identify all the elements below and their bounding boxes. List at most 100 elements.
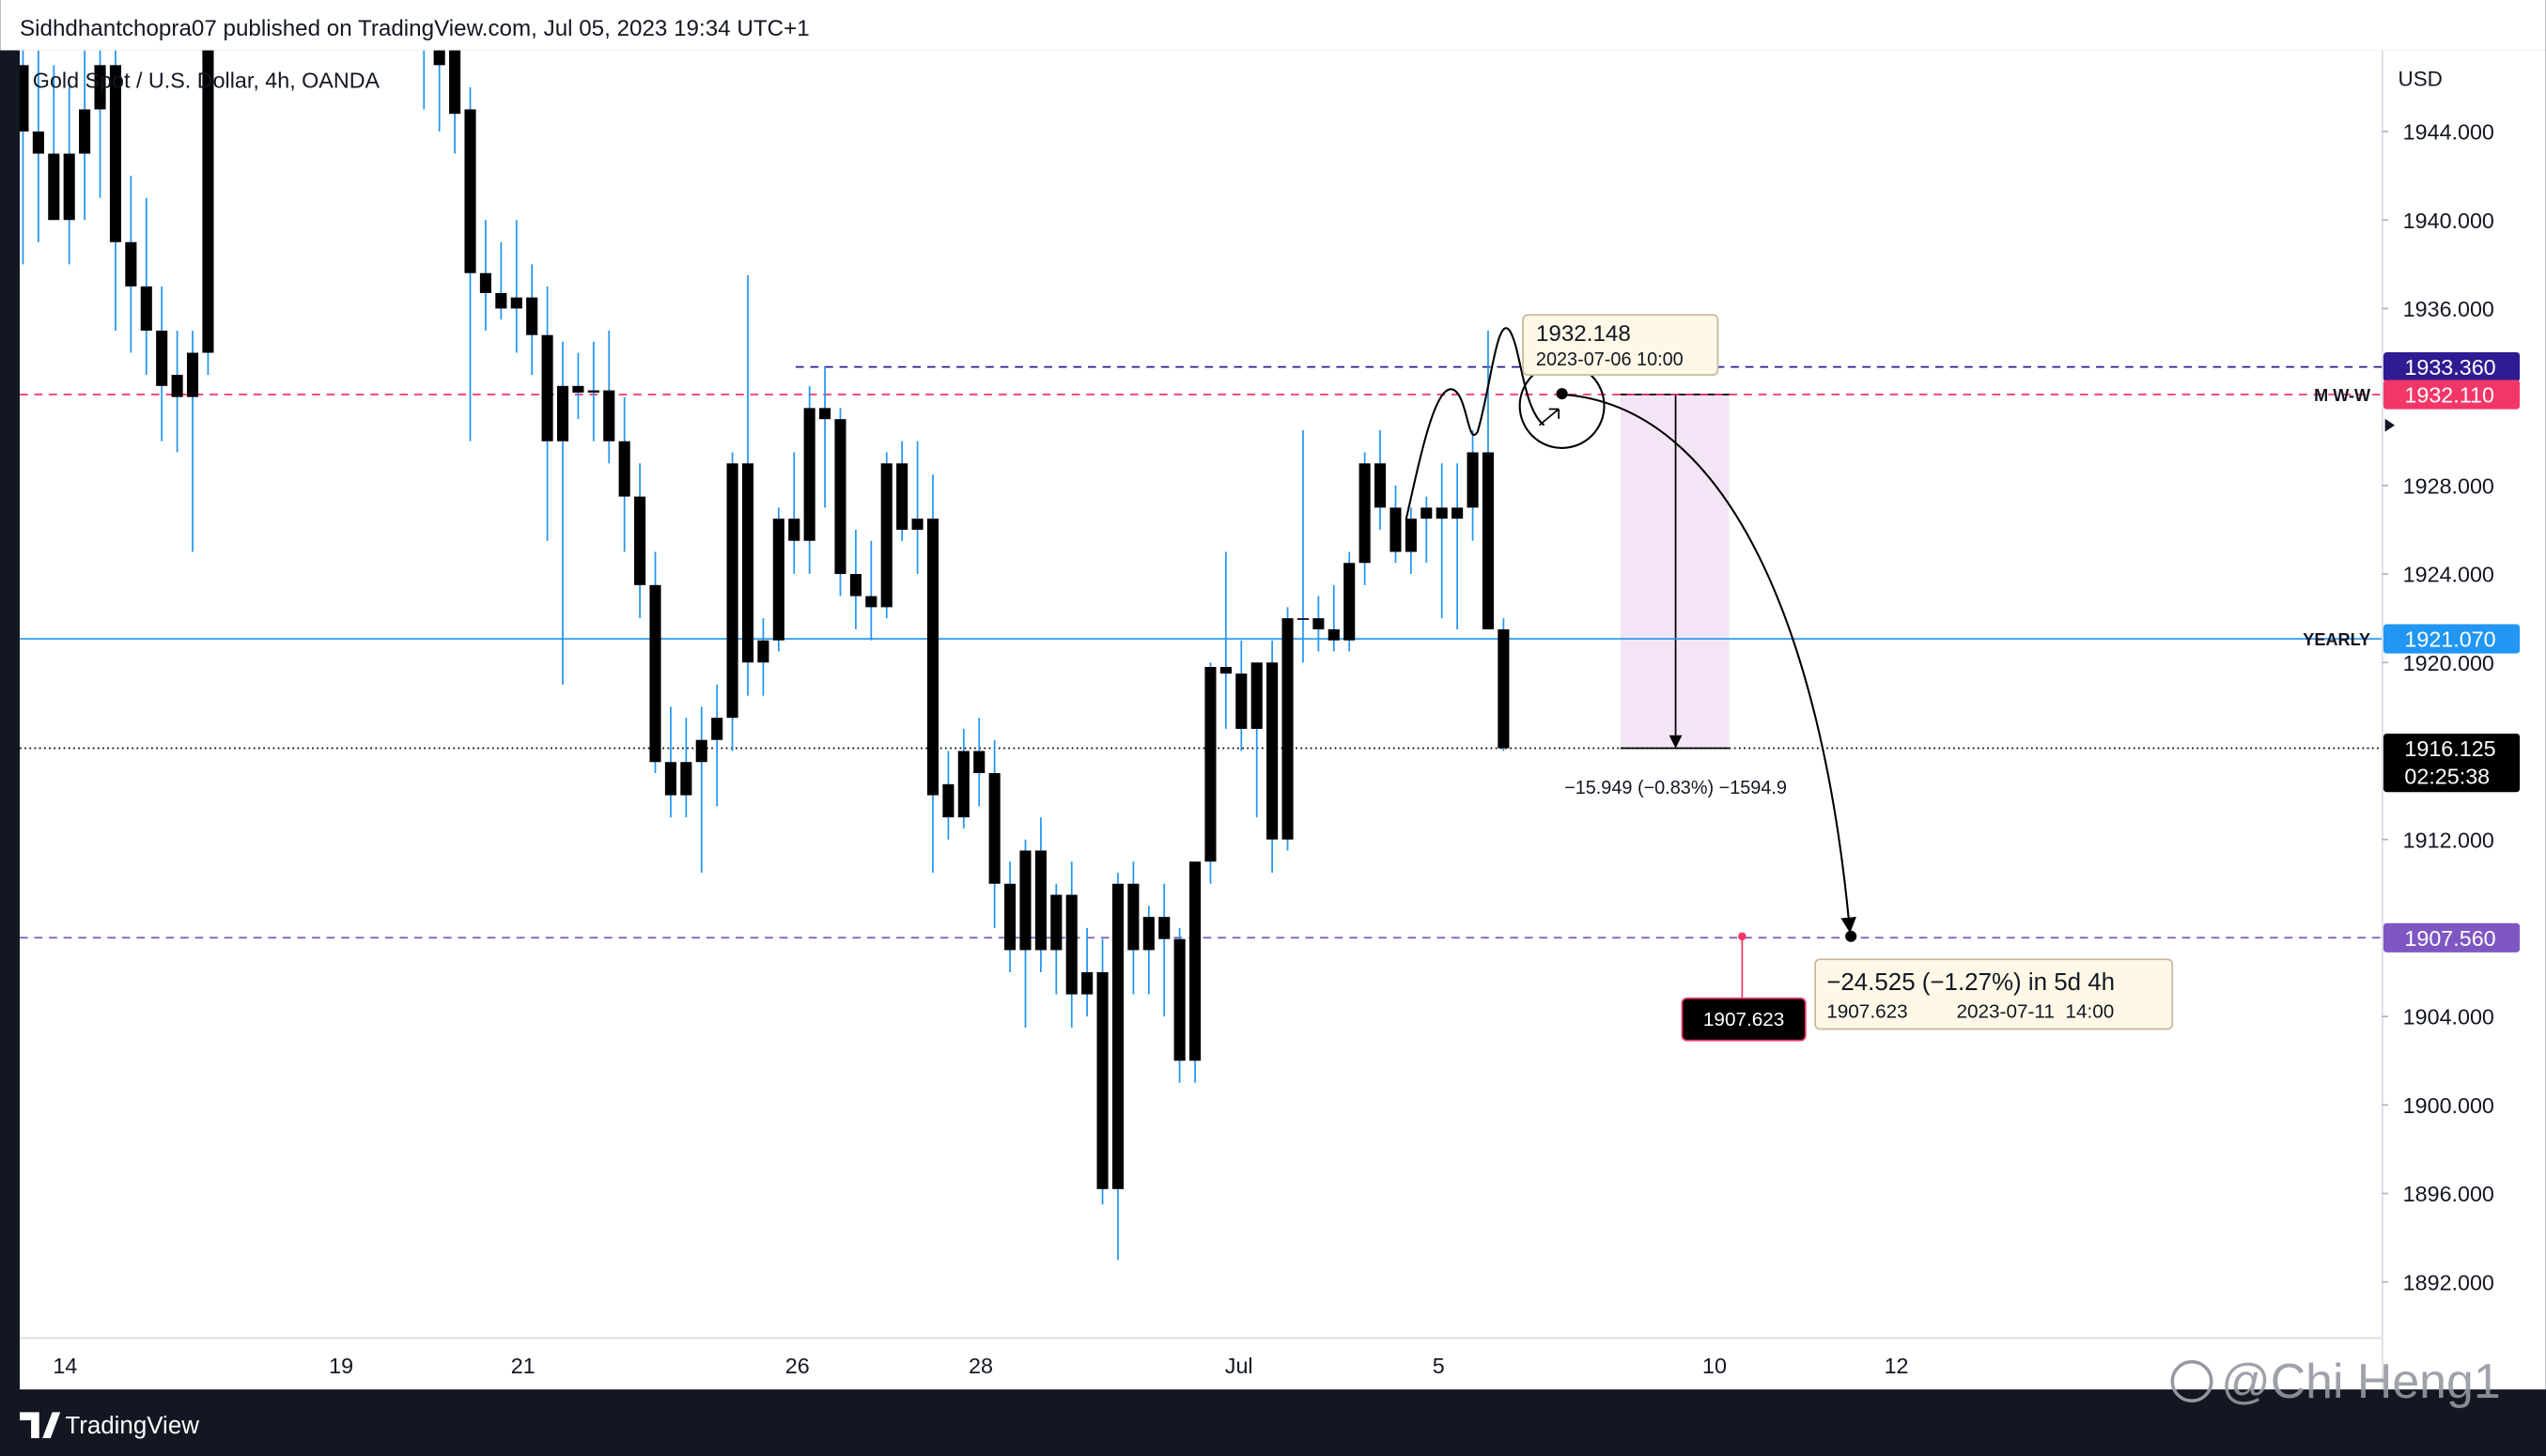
candle-body [1389,507,1402,552]
level-name: M W-W [2314,386,2371,405]
y-tick-label: 1920.000 [2403,651,2494,675]
level-price: 1932.110 [2404,383,2494,408]
candle-body [865,596,877,608]
forecast-arrow [1561,393,1856,934]
candle-body [94,65,106,110]
plot [19,50,2383,1261]
candle-body [849,574,862,596]
candle-body [1173,938,1186,1061]
candle-body [1019,850,1032,951]
candle-body [726,463,738,719]
candle-body [926,519,939,796]
level-name: YEARLY [2303,630,2370,649]
candle-body [695,739,707,763]
candle-body [819,408,831,420]
candle-body [1281,618,1294,840]
target-price-box [1681,997,1807,1042]
header: Sidhdhantchopra07 published on TradingVi… [20,16,810,41]
candle-body [896,463,908,530]
candle-body [1405,519,1417,552]
x-tick-label: 12 [1885,1354,1909,1378]
candle-body [1358,463,1371,564]
candle-body [479,272,491,293]
candle-body [741,463,754,663]
candle-body [1050,894,1063,951]
footer: TradingView [65,1413,199,1439]
candle-body [772,519,784,641]
y-tick-label: 1904.000 [2403,1005,2494,1030]
symbol-title: Gold Spot / U.S. Dollar, 4h, OANDA [33,68,380,92]
currency: USD [2398,68,2442,91]
y-tick-label: 1912.000 [2403,828,2494,852]
candle-body [1467,452,1479,508]
x-tick-label: 28 [969,1354,993,1378]
candle-body [1296,618,1310,620]
candle-body [942,783,955,818]
candle-body [1004,883,1017,951]
level-price-box [2383,624,2521,654]
x-tick-label: 5 [1433,1354,1445,1378]
candle-body [526,297,538,335]
time-axis [19,1337,2383,1390]
countdown: 02:25:38 [2404,765,2490,789]
candle-body [788,519,800,541]
level-price: 1907.560 [2404,926,2495,951]
candle-body [711,718,723,740]
header-bar [0,0,2546,51]
candle-body [1034,850,1047,951]
y-tick-label: 1900.000 [2403,1093,2494,1118]
level-price: 1921.070 [2404,627,2495,652]
callout-time: 2023-07-06 10:00 [1536,349,1684,370]
candle-body [757,640,769,663]
candle-body [156,330,168,386]
x-tick-label: 26 [785,1354,810,1378]
drawing [1405,327,1545,520]
candle-body [572,385,584,393]
candle-body [1235,674,1248,729]
y-tick-label: 1936.000 [2403,297,2494,321]
y-tick-label: 1892.000 [2403,1270,2494,1294]
candle-body [680,762,692,796]
candle-body [449,50,461,115]
y-tick-label: 1944.000 [2403,120,2494,145]
candle-body [973,751,986,774]
candle-body [1343,563,1356,641]
candle-body [464,109,476,273]
plot-area [19,50,2383,1338]
candle-body [1158,917,1171,939]
candle-body [1250,662,1263,729]
candle-body [125,241,137,287]
candle-body [1219,666,1232,674]
candle-body [880,463,893,608]
candle-body [603,390,615,441]
candle-body [1266,662,1279,840]
price-axis [2382,50,2546,1390]
y-tick-label: 1924.000 [2403,563,2494,587]
candle-body [1436,507,1448,519]
target-price: 1907.623 [1703,1009,1784,1030]
candle-body [510,297,522,309]
y-tick-label: 1940.000 [2403,209,2494,233]
candle-body [79,109,91,154]
candle-body [957,751,970,818]
candle-body [634,496,646,585]
candle-body [556,385,569,441]
candle-body [202,50,214,353]
point-marker [1556,388,1568,400]
candle-body [1096,972,1109,1189]
candle-body [834,419,846,575]
candle-body [109,65,121,242]
x-tick-label: 14 [53,1354,77,1378]
current-price-box [2383,733,2521,793]
target-marker [1845,930,1857,942]
candle-body [1327,628,1340,641]
candle-body [1127,883,1140,951]
candle-body [433,50,445,66]
candle-body [1420,507,1433,519]
candle-body [1312,618,1325,629]
level-price: 1933.360 [2404,355,2495,379]
candle-body [495,292,507,309]
candle-body [140,286,152,331]
level-price-box [2383,352,2521,382]
